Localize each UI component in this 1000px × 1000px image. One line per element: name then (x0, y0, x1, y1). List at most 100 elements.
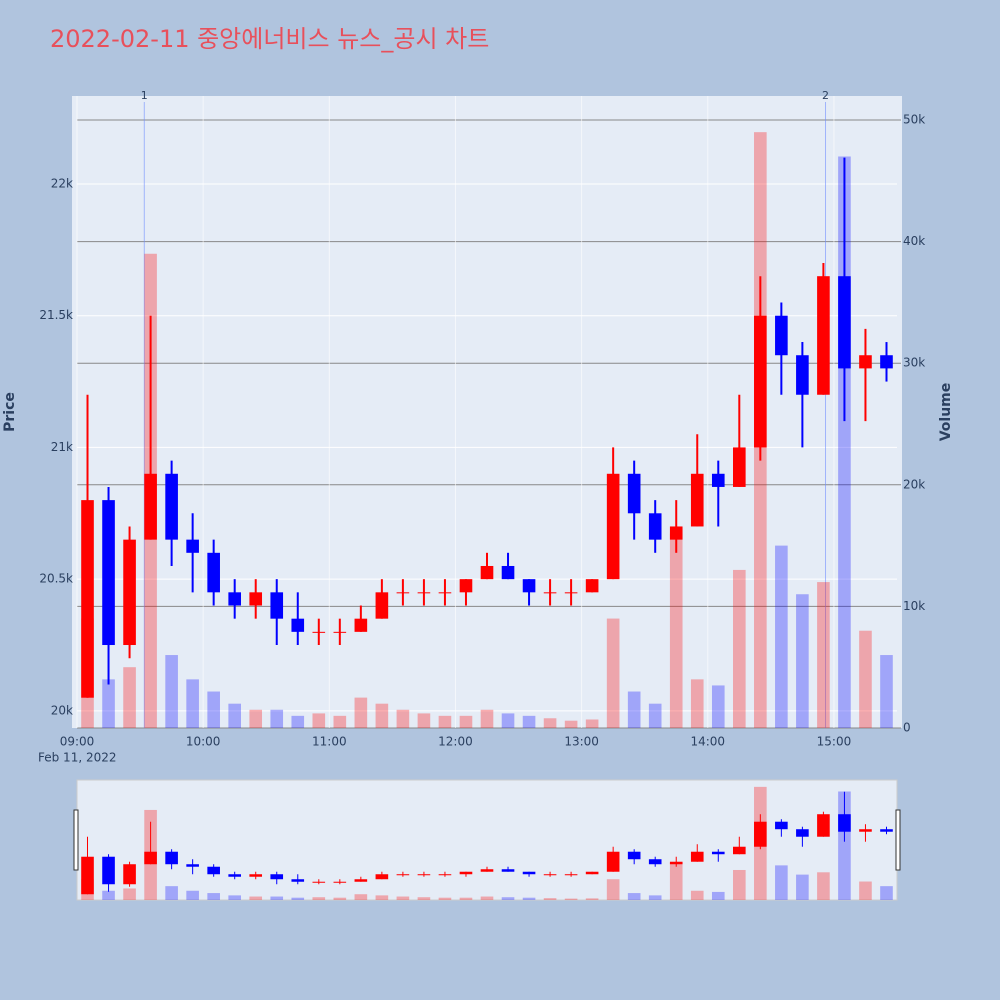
mini-candle-body (585, 871, 599, 875)
mini-candle-body (754, 821, 767, 847)
mini-candle-body (480, 869, 494, 872)
candle-body (859, 355, 872, 369)
mini-candle-body (186, 864, 199, 867)
candle-body (754, 315, 767, 448)
y-axis-title: Price (2, 392, 18, 432)
candle-body (480, 565, 494, 580)
mini-candle-body (144, 851, 157, 865)
volume-bar (291, 715, 305, 728)
mini-candle-body (690, 851, 704, 862)
annotation-label: 1 (141, 89, 148, 102)
mini-volume-bar (733, 869, 746, 900)
mini-volume-bar (880, 886, 893, 900)
candle-body (81, 500, 94, 698)
mini-candle-body (396, 874, 410, 876)
y2-tick-label: 30k (903, 356, 925, 370)
mini-candle-body (501, 869, 515, 872)
mini-volume-bar (796, 874, 809, 900)
mini-volume-bar (417, 897, 431, 900)
volume-bar (228, 703, 241, 728)
mini-volume-bar (375, 895, 389, 900)
mini-volume-bar (102, 890, 115, 900)
candle-body (733, 447, 746, 487)
mini-volume-bar (543, 898, 557, 900)
mini-candle-body (228, 874, 241, 877)
mini-volume-bar (690, 890, 704, 900)
volume-bar (711, 685, 725, 728)
mini-candle-body (817, 814, 830, 837)
y-tick-label: 21k (51, 440, 73, 454)
candle-body (270, 592, 284, 619)
candle-body (627, 473, 641, 514)
mini-candle-body (207, 866, 220, 875)
mini-candle-body (648, 859, 662, 865)
candle-body (438, 592, 452, 594)
x-tick-label: 13:00 (564, 735, 599, 749)
x-tick-label: 11:00 (312, 735, 347, 749)
mini-candle-body (165, 851, 178, 865)
volume-bar (627, 691, 641, 728)
volume-bar (501, 713, 515, 728)
mini-volume-bar (396, 896, 410, 900)
volume-bar (102, 679, 115, 728)
candle-body (796, 355, 809, 395)
volume-bar (585, 719, 599, 728)
candle-body (333, 631, 347, 633)
volume-bar (354, 697, 368, 728)
mini-volume-bar (501, 897, 515, 900)
candle-body (838, 276, 851, 369)
mini-candle-body (102, 856, 115, 885)
volume-bar (648, 703, 662, 728)
candle-body (585, 579, 599, 593)
mini-volume-bar (480, 896, 494, 900)
candle-body (165, 473, 178, 540)
mini-volume-bar (291, 897, 305, 900)
candle-body (690, 473, 704, 527)
y2-tick-label: 40k (903, 234, 925, 248)
mini-candle-body (711, 851, 725, 855)
mini-candle-body (438, 874, 452, 876)
mini-volume-bar (186, 890, 199, 900)
candle-body (775, 315, 788, 356)
x-tick-label: 14:00 (690, 735, 725, 749)
candle-body (501, 565, 515, 580)
candle-body (564, 592, 578, 594)
candle-body (354, 618, 368, 632)
volume-bar (543, 718, 557, 728)
range-handle-right[interactable] (895, 809, 901, 871)
mini-candle-body (270, 874, 284, 880)
mini-volume-bar (669, 863, 683, 900)
mini-volume-bar (711, 891, 725, 900)
candle-body (711, 473, 725, 487)
volume-bar (249, 709, 263, 728)
range-slider[interactable] (76, 779, 898, 901)
candle-body (207, 552, 220, 593)
mini-candle-body (333, 881, 347, 883)
mini-volume-bar (817, 872, 830, 900)
candle-body (522, 579, 536, 593)
y2-tick-label: 0 (903, 721, 911, 735)
volume-bar (733, 569, 746, 728)
candle-body (144, 473, 157, 540)
volume-bar (165, 655, 178, 728)
mini-volume-bar (522, 897, 536, 900)
mini-volume-bar (859, 881, 872, 900)
candle-body (312, 631, 326, 633)
range-handle-left[interactable] (73, 809, 79, 871)
mini-volume-bar (249, 896, 263, 900)
y-tick-label: 22k (51, 176, 73, 190)
volume-bar (606, 618, 620, 728)
mini-candle-body (859, 829, 872, 832)
y-tick-label: 21.5k (39, 308, 73, 322)
mini-volume-bar (123, 888, 136, 900)
mini-candle-body (838, 814, 851, 832)
mini-candle-body (733, 846, 746, 855)
mini-volume-bar (165, 886, 178, 900)
candle-body (669, 526, 683, 540)
mini-volume-bar (207, 893, 220, 900)
volume-bar (270, 709, 284, 728)
x-tick-label: 10:00 (186, 735, 221, 749)
mini-candle-body (606, 851, 620, 872)
chart-title: 2022-02-11 중앙에너비스 뉴스_공시 차트 (50, 25, 489, 53)
